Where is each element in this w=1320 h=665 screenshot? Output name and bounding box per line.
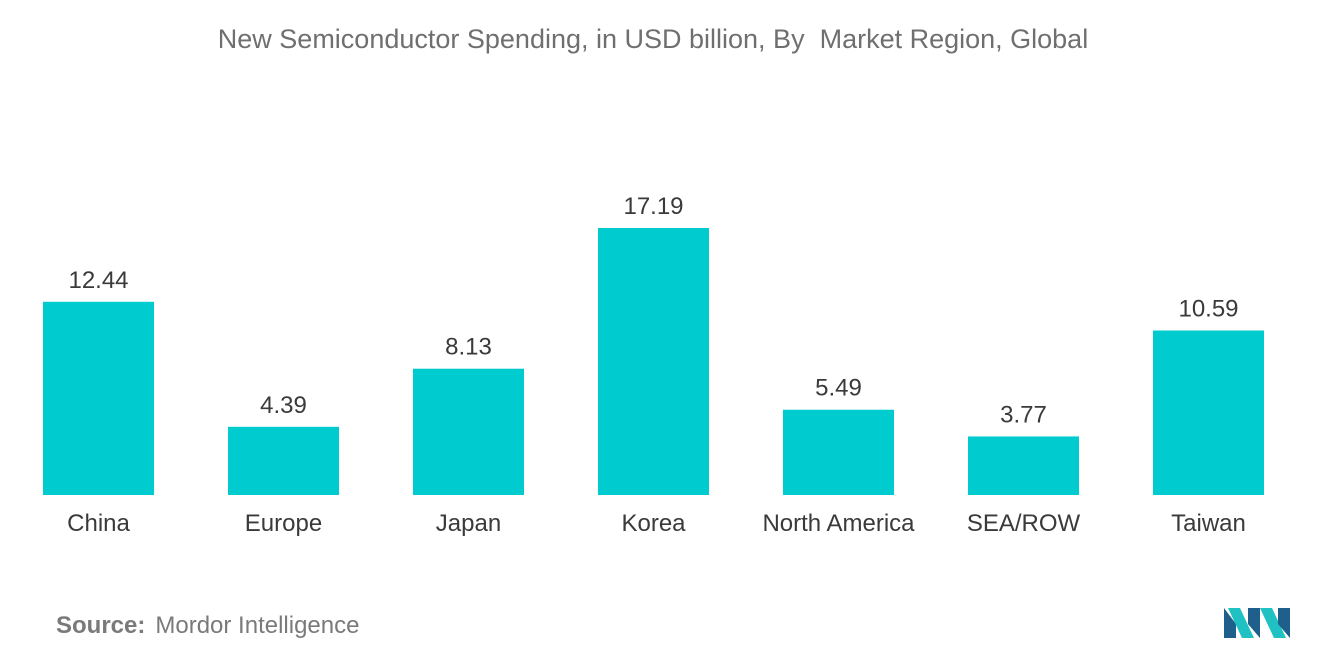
value-label-korea: 17.19 [623,193,683,220]
value-label-europe: 4.39 [260,392,307,419]
source-value: Mordor Intelligence [155,612,360,639]
category-label-china: China [67,510,130,537]
value-label-north-america: 5.49 [815,375,862,402]
value-label-taiwan: 10.59 [1178,296,1238,323]
bar-sea-row [968,436,1079,495]
value-label-china: 12.44 [68,267,128,294]
bar-taiwan [1153,330,1264,495]
bar-china [43,301,154,495]
value-labels-group: 12.44 4.39 8.13 17.19 5.49 3.77 10.59 [68,193,1238,428]
category-label-taiwan: Taiwan [1171,510,1246,537]
mordor-intelligence-logo-icon [1224,608,1290,638]
value-label-japan: 8.13 [445,334,492,361]
bars-group [43,228,1264,495]
category-label-japan: Japan [436,510,501,537]
bar-north-america [783,409,894,495]
category-label-korea: Korea [621,510,686,537]
value-label-sea-row: 3.77 [1000,401,1047,428]
bar-europe [228,426,339,495]
category-labels-group: China Europe Japan Korea North America SEA/RO… [67,510,1246,537]
category-label-europe: Europe [245,510,322,537]
chart-title: New Semiconductor Spending, in USD billi… [217,24,1089,54]
source-note: Source: Mordor Intelligence [56,612,359,640]
bar-korea [598,228,709,495]
category-label-north-america: North America [762,510,915,537]
bar-japan [413,368,524,495]
category-label-sea-row: SEA/ROW [967,510,1081,537]
source-label: Source: [56,612,146,639]
